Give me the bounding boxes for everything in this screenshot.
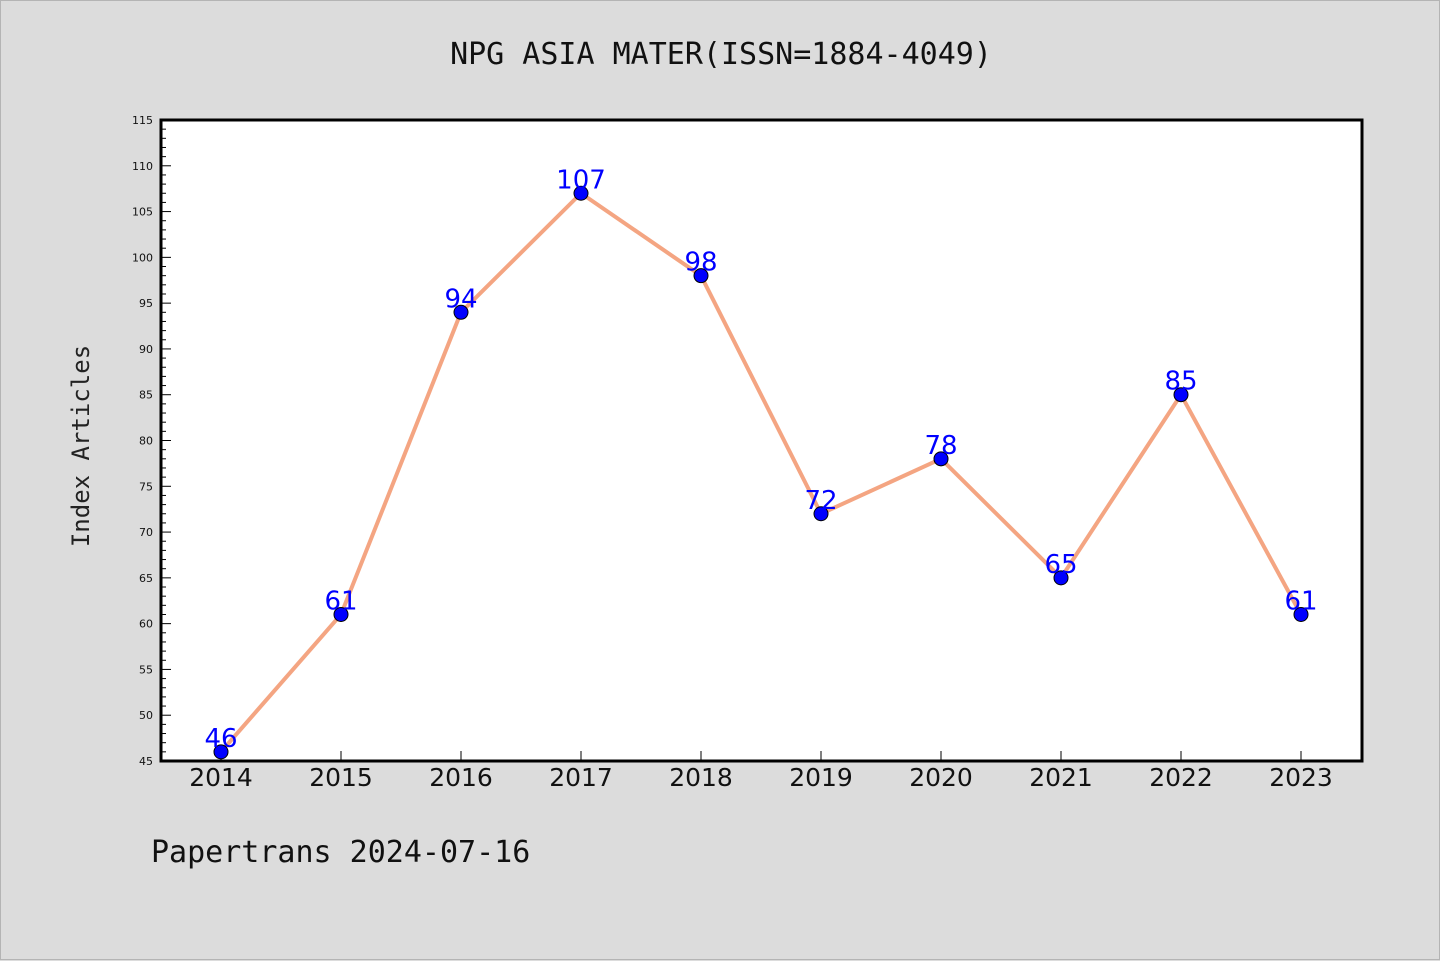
data-label: 61: [324, 586, 357, 616]
series-line-segment: [579, 191, 703, 278]
data-label: 65: [1044, 550, 1077, 580]
y-tick-label: 65: [139, 572, 153, 585]
x-tick-label: 2021: [1029, 763, 1093, 792]
y-tick-label: 115: [132, 114, 153, 127]
data-label: 94: [444, 284, 477, 314]
series-line-segment: [699, 273, 823, 516]
x-tick-label: 2023: [1269, 763, 1333, 792]
data-point: [333, 606, 349, 622]
x-tick-label: 2016: [429, 763, 493, 792]
chart-title: NPG ASIA MATER(ISSN=1884-4049): [450, 37, 992, 72]
plot-background: [161, 120, 1362, 761]
y-tick-label: 50: [139, 709, 153, 722]
y-tick-label: 85: [139, 389, 153, 402]
x-tick-label: 2017: [549, 763, 613, 792]
data-point: [813, 506, 829, 522]
y-tick-label: 60: [139, 618, 153, 631]
data-label: 78: [924, 431, 957, 461]
series-line-segment: [219, 612, 343, 754]
y-tick-label: 55: [139, 663, 153, 676]
data-label: 85: [1164, 367, 1197, 397]
footer-credit: Papertrans 2024-07-16: [151, 835, 531, 870]
data-point: [573, 185, 589, 201]
y-tick-label: 110: [132, 160, 153, 173]
x-tick-label: 2020: [909, 763, 973, 792]
x-tick-label: 2022: [1149, 763, 1213, 792]
x-tick-label: 2018: [669, 763, 733, 792]
series-line-segment: [459, 191, 583, 315]
series-line-segment: [819, 456, 943, 516]
series-line-segment: [1059, 392, 1183, 580]
y-tick-label: 90: [139, 343, 153, 356]
data-point: [693, 268, 709, 284]
y-tick-label: 70: [139, 526, 153, 539]
data-point: [1293, 606, 1309, 622]
series-line-segment: [939, 456, 1063, 580]
x-tick-label: 2015: [309, 763, 373, 792]
series-line-segment: [339, 310, 463, 617]
y-tick-label: 95: [139, 297, 153, 310]
plot-frame: [159, 118, 1364, 763]
data-point: [1053, 570, 1069, 586]
series-line-segment: [1179, 392, 1303, 617]
data-point: [213, 744, 229, 760]
data-label: 107: [556, 165, 606, 195]
y-tick-label: 100: [132, 251, 153, 264]
data-label: 98: [684, 248, 717, 278]
x-tick-label: 2014: [189, 763, 253, 792]
data-label: 72: [804, 486, 837, 516]
data-point: [1173, 387, 1189, 403]
y-tick-label: 80: [139, 435, 153, 448]
data-label: 61: [1284, 586, 1317, 616]
data-point: [453, 304, 469, 320]
data-label: 46: [204, 724, 237, 754]
y-tick-label: 45: [139, 755, 153, 768]
data-point: [933, 451, 949, 467]
x-tick-label: 2019: [789, 763, 853, 792]
y-tick-label: 105: [132, 206, 153, 219]
y-tick-label: 75: [139, 480, 153, 493]
